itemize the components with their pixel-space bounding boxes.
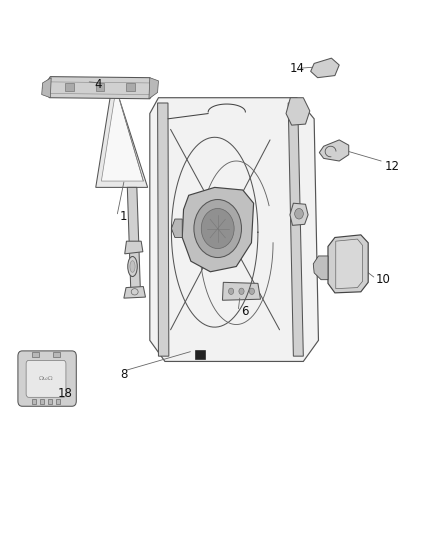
Bar [126,84,134,91]
Text: 12: 12 [385,160,399,173]
Polygon shape [149,78,159,99]
Bar [195,350,205,359]
Polygon shape [124,287,145,298]
Polygon shape [319,140,349,161]
Polygon shape [313,256,328,280]
Bar [96,84,104,91]
Polygon shape [125,241,143,254]
Text: 1: 1 [120,210,127,223]
Polygon shape [101,88,143,181]
Circle shape [295,208,304,219]
Bar [48,399,52,403]
FancyBboxPatch shape [26,360,66,397]
Circle shape [229,288,234,294]
Polygon shape [96,79,148,188]
Polygon shape [171,219,182,238]
Polygon shape [311,58,339,78]
Text: 6: 6 [241,305,249,318]
Polygon shape [42,78,51,98]
FancyBboxPatch shape [18,351,76,406]
Polygon shape [286,98,310,125]
Circle shape [239,288,244,294]
Polygon shape [290,203,308,225]
Polygon shape [336,239,363,289]
Polygon shape [150,98,318,361]
Polygon shape [328,235,368,293]
Text: 4: 4 [94,78,102,91]
Bar [32,399,36,403]
Bar [56,399,60,403]
Polygon shape [182,188,254,272]
Bar [32,352,39,357]
Circle shape [194,199,241,257]
Text: 18: 18 [58,386,73,400]
Bar [66,84,74,91]
Ellipse shape [130,261,135,272]
Bar [53,352,60,357]
Polygon shape [288,103,304,356]
Text: 14: 14 [290,62,304,75]
Polygon shape [42,77,156,99]
Text: 10: 10 [376,273,391,286]
Circle shape [201,208,234,248]
Polygon shape [127,188,140,290]
Polygon shape [223,282,261,300]
Bar [39,399,44,403]
Text: 8: 8 [120,368,127,381]
Circle shape [249,288,254,294]
Polygon shape [158,103,169,356]
Text: ΩωΩ: ΩωΩ [39,376,53,381]
Ellipse shape [128,256,137,277]
